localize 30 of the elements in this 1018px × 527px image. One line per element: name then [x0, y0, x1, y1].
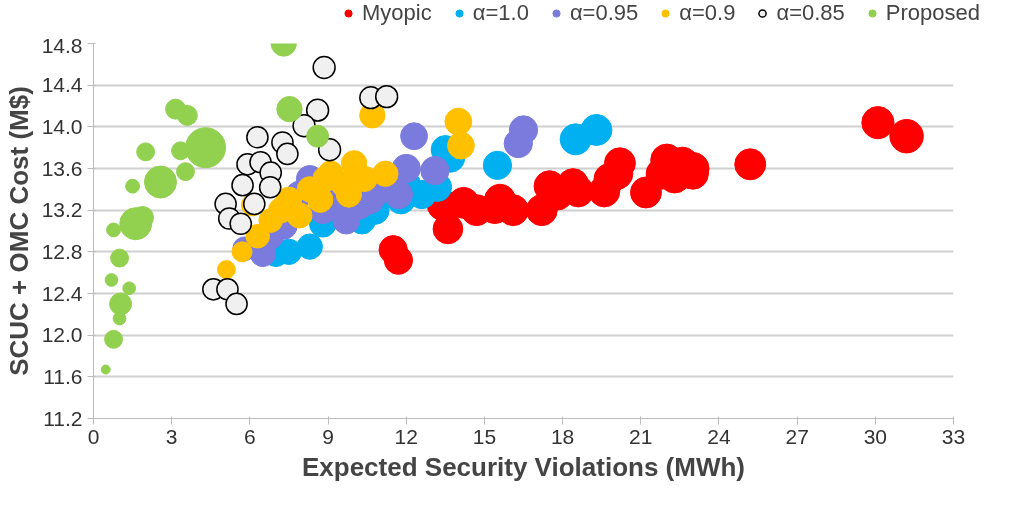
legend-label: α=1.0 — [472, 0, 529, 26]
y-tick-label: 12.8 — [41, 239, 83, 263]
x-tick-label: 0 — [87, 424, 100, 448]
y-tick-label: 12.4 — [41, 281, 83, 305]
x-axis-title: Expected Security Violations (MWh) — [301, 451, 746, 482]
legend-label: Myopic — [362, 0, 432, 26]
y-tick-label: 14.0 — [41, 114, 83, 138]
y-tick-label: 11.6 — [43, 364, 83, 388]
x-tick-label: 24 — [707, 424, 731, 448]
legend-label: α=0.9 — [679, 0, 736, 26]
y-tick-label: 13.2 — [41, 198, 83, 222]
x-tick-label: 27 — [785, 424, 809, 448]
x-tick-label: 18 — [550, 424, 575, 448]
x-tick-label: 6 — [244, 424, 256, 448]
x-tick-label: 9 — [322, 424, 334, 448]
legend-label: α=0.95 — [569, 0, 639, 26]
y-tick-label: 14.8 — [41, 33, 83, 57]
y-tick-label: 13.6 — [41, 156, 83, 180]
x-tick-label: 33 — [941, 424, 966, 448]
x-tick-label: 21 — [629, 424, 653, 448]
y-tick-label: 14.4 — [41, 73, 83, 97]
y-axis-title: SCUC + OMC Cost (M$) — [3, 86, 34, 376]
x-tick-label: 15 — [472, 424, 497, 448]
x-tick-label: 30 — [863, 424, 887, 448]
y-tick-label: 11.2 — [43, 406, 83, 430]
x-tick-label: 12 — [394, 424, 418, 448]
legend-label: α=0.85 — [776, 0, 845, 26]
y-tick-label: 12.0 — [41, 323, 83, 347]
x-tick-label: 3 — [165, 424, 178, 448]
legend-label: Proposed — [885, 0, 980, 26]
